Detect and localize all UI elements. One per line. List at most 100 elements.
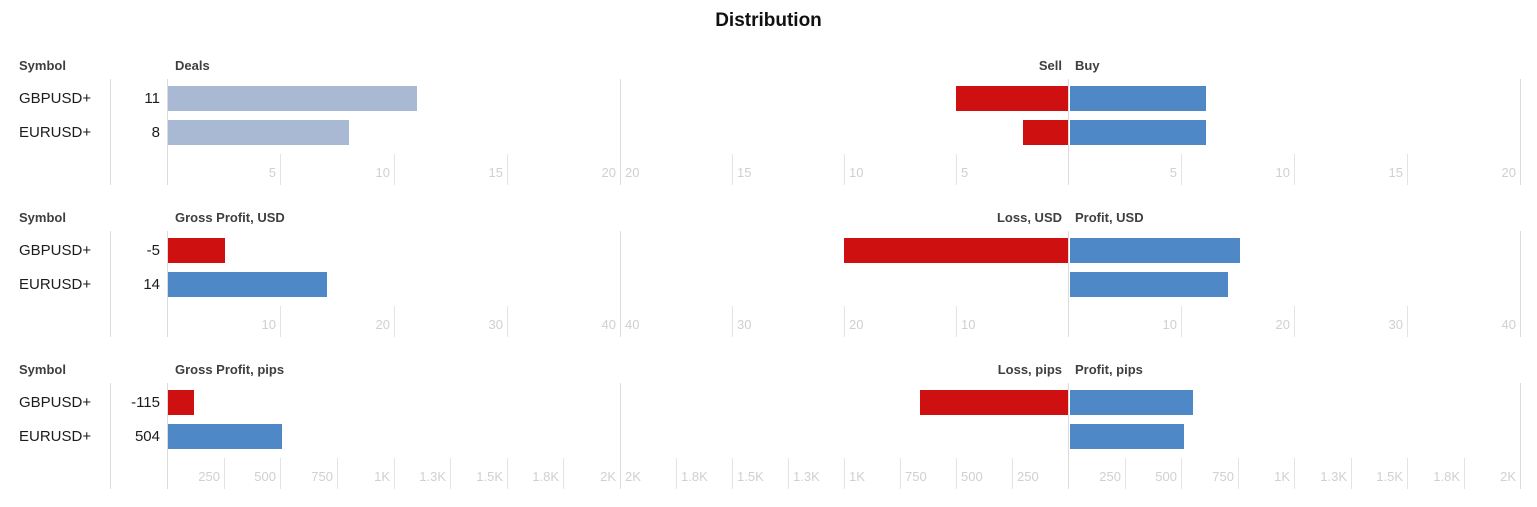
value-label: 14 <box>143 276 160 293</box>
gridline <box>1407 306 1408 337</box>
gridline <box>676 458 677 489</box>
gridline <box>1238 458 1239 489</box>
tick-label: 750 <box>905 469 927 484</box>
pos-chart-header: Profit, USD <box>1075 210 1144 225</box>
panel-boundary-line <box>620 383 621 489</box>
value-label: 8 <box>151 124 160 141</box>
tick-label: 250 <box>1017 469 1039 484</box>
symbol-label: GBPUSD+ <box>19 394 92 411</box>
symbol-label: EURUSD+ <box>19 276 92 293</box>
tick-label: 20 <box>601 165 616 180</box>
tick-label: 20 <box>625 165 640 180</box>
symbol-divider-line <box>110 383 111 489</box>
tick-label: 1.5K <box>737 469 764 484</box>
value-label: -115 <box>131 394 160 411</box>
tick-label: 15 <box>1388 165 1403 180</box>
gridline <box>337 458 338 489</box>
gridline <box>280 306 281 337</box>
tick-label: 2K <box>1500 469 1516 484</box>
tick-label: 40 <box>1501 317 1516 332</box>
tick-label: 1K <box>849 469 865 484</box>
center-axis-line-overlay <box>1068 231 1069 337</box>
buy-bar <box>1070 86 1206 111</box>
gridline <box>1012 458 1013 489</box>
tick-label: 10 <box>961 317 976 332</box>
gridline <box>956 154 957 185</box>
gridline <box>224 458 225 489</box>
value-label: 504 <box>134 428 160 445</box>
pos-chart-header: Buy <box>1075 58 1100 73</box>
left-axis-line <box>167 231 168 337</box>
symbol-column-header: Symbol <box>19 362 66 377</box>
tick-label: 30 <box>1388 317 1403 332</box>
gridline <box>732 306 733 337</box>
gridline <box>507 154 508 185</box>
tick-label: 20 <box>849 317 864 332</box>
gridline <box>1294 306 1295 337</box>
tick-label: 20 <box>1275 317 1290 332</box>
tick-label: 1.5K <box>1376 469 1403 484</box>
gridline <box>563 458 564 489</box>
gridline <box>1294 458 1295 489</box>
tick-label: 5 <box>268 165 276 180</box>
right-boundary-line <box>1520 383 1521 489</box>
tick-label: 1.3K <box>1320 469 1347 484</box>
right-boundary-line <box>1520 79 1521 185</box>
tick-label: 1.8K <box>681 469 708 484</box>
panel-boundary-line <box>620 231 621 337</box>
tick-label: 10 <box>1162 317 1177 332</box>
symbol-divider-line <box>110 231 111 337</box>
sell-bar <box>1023 120 1068 145</box>
gridline <box>507 458 508 489</box>
gridline <box>732 458 733 489</box>
profit-bar <box>1070 272 1228 297</box>
neg-chart-header: Loss, pips <box>997 362 1062 377</box>
gridline <box>732 154 733 185</box>
left-chart-header: Gross Profit, USD <box>175 210 285 225</box>
tick-label: 1.3K <box>419 469 446 484</box>
gridline <box>394 458 395 489</box>
gridline <box>956 306 957 337</box>
gridline <box>394 154 395 185</box>
symbol-divider-line <box>110 79 111 185</box>
deals-bar <box>168 86 417 111</box>
buy-bar <box>1070 120 1206 145</box>
tick-label: 1.8K <box>1433 469 1460 484</box>
tick-label: 30 <box>488 317 503 332</box>
symbol-label: EURUSD+ <box>19 428 92 445</box>
gridline <box>1407 154 1408 185</box>
tick-label: 250 <box>1099 469 1121 484</box>
tick-label: 500 <box>1155 469 1177 484</box>
pos-chart-header: Profit, pips <box>1075 362 1143 377</box>
loss-bar <box>168 238 225 263</box>
loss-bar <box>920 390 1068 415</box>
gridline <box>956 458 957 489</box>
symbol-label: GBPUSD+ <box>19 90 92 107</box>
tick-label: 40 <box>625 317 640 332</box>
tick-label: 1.5K <box>476 469 503 484</box>
profit-bar <box>1070 390 1193 415</box>
symbol-label: GBPUSD+ <box>19 242 92 259</box>
center-axis-line-overlay <box>1068 383 1069 489</box>
gridline <box>788 458 789 489</box>
tick-label: 500 <box>961 469 983 484</box>
tick-label: 15 <box>488 165 503 180</box>
value-label: 11 <box>144 90 160 107</box>
gridline <box>844 306 845 337</box>
tick-label: 20 <box>1501 165 1516 180</box>
tick-label: 500 <box>254 469 276 484</box>
loss-bar <box>844 238 1068 263</box>
tick-label: 10 <box>261 317 276 332</box>
value-label: -5 <box>146 242 160 259</box>
tick-label: 1K <box>374 469 390 484</box>
loss-bar <box>168 390 194 415</box>
tick-label: 2K <box>625 469 641 484</box>
tick-label: 10 <box>849 165 864 180</box>
tick-label: 250 <box>198 469 220 484</box>
profit-bar <box>168 272 327 297</box>
center-axis-line-overlay <box>1068 79 1069 185</box>
left-axis-line <box>167 383 168 489</box>
tick-label: 5 <box>961 165 969 180</box>
sell-bar <box>956 86 1068 111</box>
